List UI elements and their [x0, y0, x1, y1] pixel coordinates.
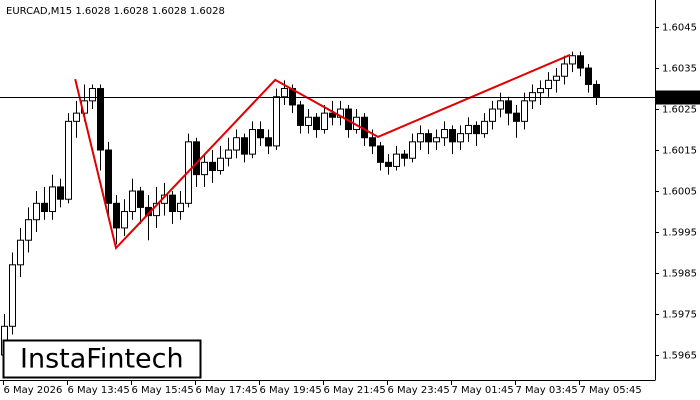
candle-body: [113, 202, 120, 229]
candle-body: [329, 112, 336, 118]
candle-body: [169, 194, 176, 213]
candle-body: [481, 120, 488, 135]
candle-body: [73, 112, 80, 122]
candle-body: [217, 157, 224, 172]
candle-body: [233, 137, 240, 151]
x-tick-label: 7 May 01:45: [452, 385, 514, 396]
y-tick-label: 1.6015: [662, 146, 697, 157]
candle-body: [57, 186, 64, 200]
candle-body: [577, 55, 584, 69]
price-tag: [656, 90, 700, 105]
candle-body: [377, 145, 384, 163]
candle-body: [593, 83, 600, 98]
price-label: 1.6028: [661, 93, 696, 104]
y-tick-label: 1.6035: [662, 64, 697, 75]
y-tick-label: 1.6005: [662, 187, 697, 198]
candle-body: [177, 202, 184, 213]
candle-body: [497, 100, 504, 110]
candle-body: [537, 88, 544, 94]
candle-body: [569, 55, 576, 65]
candle-body: [553, 75, 560, 81]
candle-body: [225, 149, 232, 159]
x-tick-label: 6 May 19:45: [260, 385, 322, 396]
candle-body: [9, 264, 16, 327]
candle-body: [201, 161, 208, 176]
candle-body: [585, 67, 592, 85]
candle-body: [65, 120, 72, 200]
candle-body: [457, 133, 464, 143]
candle-body: [257, 129, 264, 139]
candle-body: [505, 100, 512, 114]
x-tick-label: 6 May 17:45: [196, 385, 258, 396]
candle-body: [321, 112, 328, 131]
candle-body: [209, 161, 216, 172]
candle-body: [105, 149, 112, 204]
candle-body: [241, 137, 248, 155]
candle-body: [33, 202, 40, 221]
candle-body: [417, 133, 424, 143]
candle-body: [249, 129, 256, 155]
candle-body: [369, 137, 376, 147]
candle-body: [425, 133, 432, 143]
x-tick-label: 7 May 05:45: [580, 385, 642, 396]
candle-body: [545, 79, 552, 90]
candle-body: [137, 190, 144, 208]
candle-body: [17, 239, 24, 266]
chart-title: EURCAD,M15 1.6028 1.6028 1.6028 1.6028: [6, 6, 225, 17]
y-tick-label: 1.6025: [662, 105, 697, 116]
y-tick-label: 1.6045: [662, 23, 697, 34]
candle-body: [385, 161, 392, 167]
logo-box: [2, 339, 202, 379]
candle-body: [441, 129, 448, 139]
candle-body: [129, 190, 136, 213]
candle-body: [41, 202, 48, 213]
logo: InstaFintech: [20, 344, 184, 375]
candle-body: [513, 112, 520, 122]
x-tick-label: 6 May 13:45: [68, 385, 130, 396]
candle-body: [561, 63, 568, 77]
candle-body: [49, 186, 56, 213]
candle-body: [433, 137, 440, 143]
y-tick-label: 1.5995: [662, 228, 697, 239]
candle-body: [297, 104, 304, 126]
candle-body: [193, 141, 200, 176]
candle-body: [273, 96, 280, 147]
candle-body: [529, 92, 536, 102]
candle-body: [265, 137, 272, 147]
x-tick-label: 7 May 03:45: [516, 385, 578, 396]
x-tick-label: 6 May 15:45: [132, 385, 194, 396]
x-tick-label: 6 May 2026: [4, 385, 63, 396]
candle-body: [465, 124, 472, 135]
candle-body: [313, 116, 320, 131]
y-tick-label: 1.5965: [662, 351, 697, 362]
candle-body: [97, 88, 104, 151]
y-tick-label: 1.5985: [662, 269, 697, 280]
candle-body: [409, 141, 416, 159]
candle-body: [281, 88, 288, 98]
candle-body: [401, 153, 408, 159]
x-tick-label: 6 May 23:45: [388, 385, 450, 396]
candle-body: [305, 116, 312, 126]
candle-body: [489, 108, 496, 122]
candle-body: [473, 124, 480, 135]
x-tick-label: 6 May 21:45: [324, 385, 386, 396]
y-tick-label: 1.5975: [662, 310, 697, 321]
candle-body: [393, 153, 400, 167]
candle-body: [449, 129, 456, 143]
candle-body: [521, 100, 528, 122]
candle-body: [25, 219, 32, 241]
candle-body: [89, 88, 96, 102]
pattern-line: [74, 54, 571, 251]
candle-body: [121, 211, 128, 229]
